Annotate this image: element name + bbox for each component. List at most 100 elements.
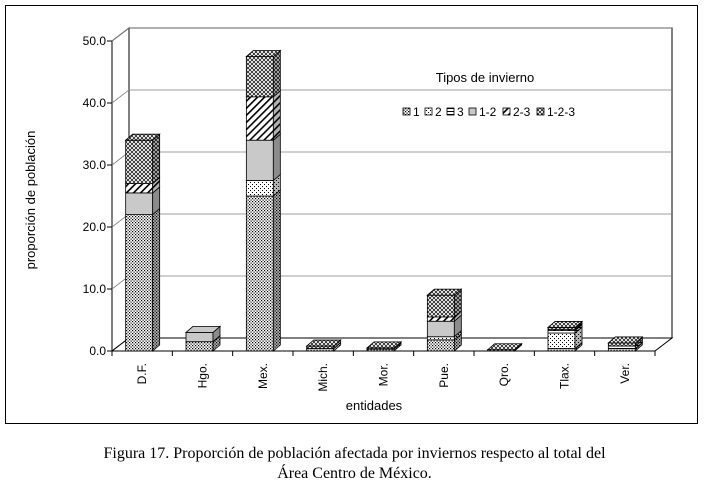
bar-segment [185, 341, 214, 352]
figure-caption: Figura 17. Proporción de población afect… [0, 444, 709, 484]
bar-top [486, 343, 523, 351]
x-tick-label: Mich. [316, 363, 330, 392]
legend-swatch [502, 107, 511, 116]
bar-segment-shade [333, 340, 341, 349]
bar-segment [245, 195, 274, 352]
bar-stack [365, 341, 403, 352]
legend-label: 1-2-3 [547, 105, 575, 119]
bar-top [365, 341, 403, 349]
x-tick-label: Tlax. [558, 363, 572, 389]
bar-segment [426, 294, 455, 318]
legend-label: 1-2 [479, 105, 497, 119]
bar-segment-shade [152, 177, 160, 193]
caption-line-1: Figura 17. Proporción de población afect… [103, 445, 606, 462]
bar-segment [426, 336, 455, 341]
legend-label: 2-3 [513, 105, 531, 119]
bar-segment [426, 320, 455, 338]
bar-top [184, 325, 222, 333]
bar-segment-shade [454, 330, 462, 340]
bar-segment [607, 342, 636, 347]
legend-item: 2-3 [502, 105, 531, 119]
x-tick-label: D.F. [135, 363, 149, 384]
bar-stack [184, 325, 222, 352]
bar-segment-shade [333, 342, 341, 351]
legend-item: 1 [402, 105, 420, 119]
bar-top [124, 133, 161, 141]
legend-item: 1-2-3 [536, 105, 575, 119]
plot-walls [110, 26, 674, 353]
bar-segment-shade [454, 289, 462, 317]
bar-segment-shade [454, 310, 462, 322]
legend-label: 1 [413, 105, 420, 119]
legend-swatch [424, 107, 433, 116]
bar-stack [245, 49, 282, 352]
bar-segment [185, 331, 214, 343]
x-tick-label: Qro. [497, 363, 511, 386]
bar-segment-shade [213, 326, 220, 342]
x-axis-title: entidades [346, 398, 403, 413]
bar-segment-shade [273, 50, 281, 97]
bar-stack [607, 336, 644, 352]
legend-title: Tipos de invierno [436, 70, 535, 85]
bar-segment [245, 56, 274, 98]
bar-segment-shade [575, 324, 582, 334]
y-tick-label: 40.0 [83, 96, 107, 110]
bar-segment [245, 96, 274, 141]
bar-top [245, 50, 282, 57]
bar-stack [426, 288, 463, 352]
legend-swatch [536, 107, 545, 116]
grid-line [111, 89, 672, 104]
y-axis-ticks: 0.0 10.0 20.0 30.0 40.0 50.0 [83, 34, 112, 358]
bar-segment [426, 316, 455, 322]
bar-segment-shade [454, 333, 462, 351]
back-wall [128, 27, 673, 339]
x-tick-label: Pue. [437, 363, 451, 388]
legend-swatch [468, 107, 477, 116]
legend-label: 2 [435, 105, 442, 119]
grid-line [111, 27, 672, 42]
bar-segment-shade [273, 134, 281, 181]
bar-stack [305, 339, 342, 352]
bar-segment-shade [575, 342, 582, 351]
bar-segment [547, 332, 576, 349]
bar-segment [245, 139, 274, 181]
caption-line-2: Área Centro de México. [277, 465, 432, 482]
bar-segment-shade [635, 336, 643, 347]
bar-segment-shade [635, 340, 643, 349]
legend: Tipos de invierno 1 2 3 1-2 2-3 1-2-3 [402, 70, 575, 119]
bar-segment [125, 214, 154, 352]
bar-segment-shade [273, 190, 281, 351]
bars [124, 49, 644, 352]
bar-segment-shade [213, 335, 220, 351]
bar-segment [125, 183, 154, 194]
y-axis-title: proporción de población [23, 131, 38, 270]
y-tick-label: 0.0 [89, 344, 106, 358]
bar-stack [486, 342, 523, 352]
legend-item: 2 [424, 105, 442, 119]
legend-label: 3 [457, 105, 464, 119]
bar-segment-shade [273, 174, 281, 196]
bar-segment [426, 339, 455, 352]
bar-top [607, 336, 644, 344]
y-tick-label: 50.0 [83, 34, 107, 48]
bar-segment-shade [152, 134, 160, 184]
figure-frame [5, 5, 698, 424]
legend-swatch [402, 107, 411, 116]
bar-segment [125, 192, 154, 215]
legend-item: 1-2 [468, 105, 497, 119]
legend-item: 3 [446, 105, 464, 119]
bar-top [546, 321, 584, 328]
y-tick-label: 10.0 [83, 282, 107, 296]
bar-stack [124, 133, 161, 352]
bar-top [426, 288, 463, 296]
x-tick-label: Ver. [618, 363, 632, 384]
y-tick-label: 30.0 [83, 158, 107, 172]
bar-segment-shade [575, 327, 582, 349]
x-tick-label: Mex. [256, 363, 270, 389]
bar-top [305, 339, 342, 347]
bar-segment [125, 139, 154, 184]
bar-segment-shade [152, 208, 160, 351]
bar-stack [546, 320, 584, 352]
bar-segment-shade [454, 315, 462, 337]
x-tick-label: Hgo. [196, 363, 210, 388]
